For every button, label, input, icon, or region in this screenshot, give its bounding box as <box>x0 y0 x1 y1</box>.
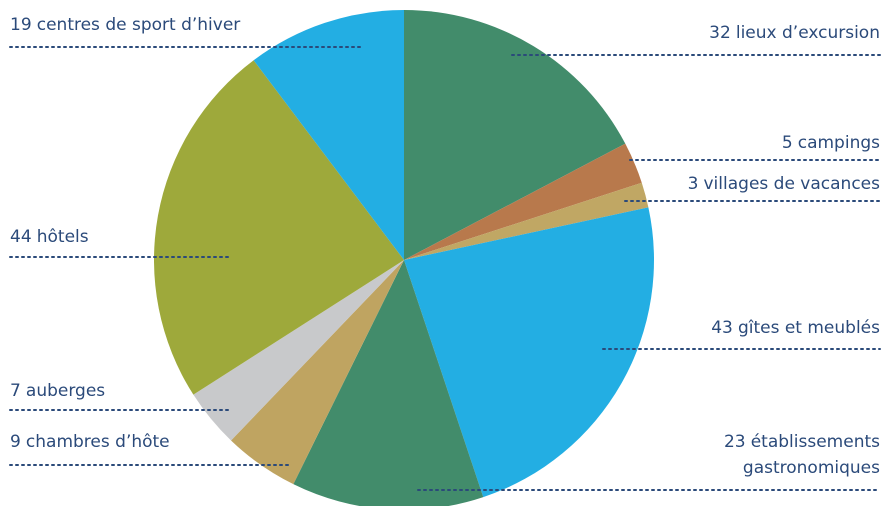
slice-category: hôtels <box>36 227 89 247</box>
slice-value: 43 <box>711 318 733 338</box>
slice-label: 3 villages de vacances <box>580 171 880 197</box>
slice-value: 3 <box>687 174 699 194</box>
pie-slice <box>153 60 404 395</box>
pie-slice <box>193 260 404 441</box>
slice-category: campings <box>797 133 880 153</box>
pie-slice <box>404 182 649 260</box>
slice-value: 7 <box>10 381 21 401</box>
slice-category: lieux d’excursion <box>735 23 880 43</box>
slice-label: 23 établissements gastronomiques <box>680 429 880 481</box>
slice-value: 19 <box>10 15 32 35</box>
slice-value: 23 <box>723 432 746 452</box>
slice-value: 9 <box>10 432 21 452</box>
slice-value: 32 <box>709 23 731 43</box>
slice-category: villages de vacances <box>703 174 881 194</box>
slice-value: 5 <box>781 133 793 153</box>
pie-slice <box>253 9 404 260</box>
slice-label: 19 centres de sport d’hiver <box>10 12 240 38</box>
slice-label: 43 gîtes et meublés <box>580 315 880 341</box>
slice-category: centres de sport d’hiver <box>36 15 241 35</box>
pie-slice <box>293 260 484 506</box>
pie-slice <box>231 260 404 485</box>
slice-category: chambres d’hôte <box>25 432 170 452</box>
pie-slice <box>404 207 654 498</box>
slice-value: 44 <box>10 227 32 247</box>
slice-label: 44 hôtels <box>10 224 89 250</box>
slice-category: gîtes et meublés <box>737 318 880 338</box>
slice-label: 5 campings <box>580 130 880 156</box>
slice-label: 32 lieux d’excursion <box>480 20 880 46</box>
slice-category: établissements gastronomiques <box>742 432 880 478</box>
slice-label: 9 chambres d’hôte <box>10 429 170 455</box>
slice-category: auberges <box>25 381 106 401</box>
pie-slice <box>404 143 642 260</box>
slice-label: 7 auberges <box>10 378 105 404</box>
pie-slice <box>404 10 626 260</box>
